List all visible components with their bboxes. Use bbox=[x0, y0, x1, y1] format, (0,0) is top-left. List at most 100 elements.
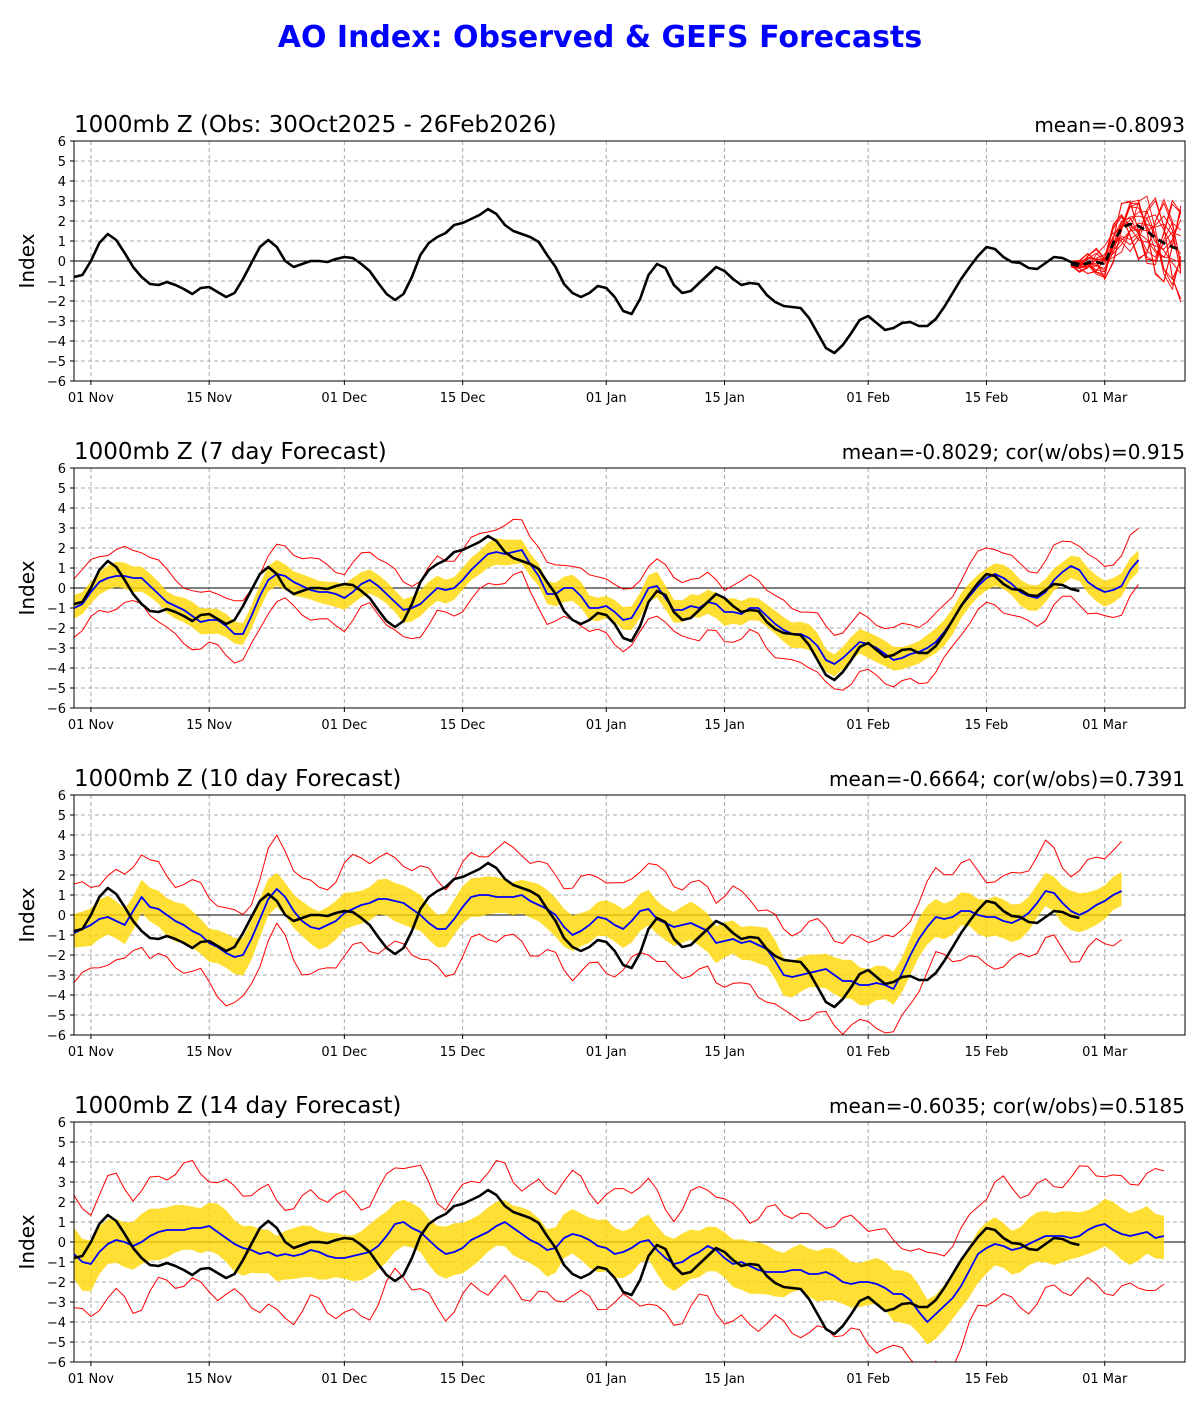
y-tick-label: 1 bbox=[58, 562, 66, 577]
ensemble-member-line bbox=[1070, 206, 1182, 281]
y-tick-label: 0 bbox=[58, 1236, 66, 1251]
x-tick-label: 15 Feb bbox=[965, 1045, 1009, 1060]
y-tick-label: 5 bbox=[58, 809, 66, 824]
y-tick-label: −1 bbox=[47, 1256, 66, 1271]
y-tick-label: −2 bbox=[47, 949, 66, 964]
y-tick-label: −4 bbox=[47, 1316, 66, 1331]
x-tick-label: 01 Mar bbox=[1082, 391, 1128, 406]
y-tick-label: −6 bbox=[47, 702, 66, 717]
x-tick-label: 01 Dec bbox=[321, 1045, 367, 1060]
y-tick-label: −6 bbox=[47, 1356, 66, 1371]
panel-stats: mean=-0.8029; cor(w/obs)=0.915 bbox=[842, 440, 1185, 464]
y-tick-label: 5 bbox=[58, 482, 66, 497]
y-tick-label: −2 bbox=[47, 622, 66, 637]
observed-line bbox=[74, 1188, 1080, 1336]
x-tick-label: 01 Mar bbox=[1082, 1045, 1128, 1060]
panel-14day-forecast: −6 −5 −4 −3 −2 −1 0 1 2 3 4 5 6 01 Nov 15 Nov 01 Dec 15 … bbox=[15, 1093, 1186, 1387]
y-tick-label: −1 bbox=[47, 602, 66, 617]
member-lower-envelope-line bbox=[74, 1267, 1165, 1362]
y-tick-label: −2 bbox=[47, 1276, 66, 1291]
observed-line bbox=[74, 861, 1080, 1009]
y-tick-label: −4 bbox=[47, 335, 66, 350]
x-tick-label: 01 Jan bbox=[586, 718, 627, 733]
y-tick-label: 5 bbox=[58, 1136, 66, 1151]
panel-10day-forecast: −6 −5 −4 −3 −2 −1 0 1 2 3 4 5 6 01 Nov 15 Nov 01 Dec 15 … bbox=[15, 766, 1186, 1060]
x-tick-label: 15 Feb bbox=[965, 391, 1009, 406]
y-tick-label: 4 bbox=[58, 502, 66, 517]
spread-band bbox=[74, 872, 1122, 1006]
observed-line bbox=[74, 207, 1080, 355]
ensemble-member-line bbox=[1070, 211, 1182, 274]
x-tick-label: 15 Dec bbox=[440, 718, 486, 733]
member-upper-envelope-line bbox=[74, 1159, 1165, 1257]
y-tick-label: 0 bbox=[58, 255, 66, 270]
y-axis-label: Index bbox=[15, 233, 39, 288]
y-tick-label: 2 bbox=[58, 215, 66, 230]
observed-line bbox=[74, 534, 1080, 682]
y-tick-label: 1 bbox=[58, 889, 66, 904]
y-tick-label: −2 bbox=[47, 295, 66, 310]
y-tick-label: 1 bbox=[58, 235, 66, 250]
x-tick-label: 01 Dec bbox=[321, 718, 367, 733]
y-tick-label: −6 bbox=[47, 375, 66, 390]
y-tick-label: −4 bbox=[47, 662, 66, 677]
ensemble-member-line bbox=[1070, 210, 1182, 291]
y-tick-label: 4 bbox=[58, 1156, 66, 1171]
x-tick-label: 01 Dec bbox=[321, 391, 367, 406]
ensemble-member-line bbox=[1070, 196, 1182, 300]
x-tick-label: 15 Nov bbox=[186, 718, 232, 733]
y-axis-label: Index bbox=[15, 887, 39, 942]
panel-title: 1000mb Z (10 day Forecast) bbox=[74, 766, 401, 792]
y-tick-label: −3 bbox=[47, 642, 66, 657]
y-tick-label: 6 bbox=[58, 1116, 66, 1131]
x-tick-label: 01 Nov bbox=[68, 1372, 114, 1387]
panel-title: 1000mb Z (7 day Forecast) bbox=[74, 439, 387, 465]
y-tick-label: −5 bbox=[47, 355, 66, 370]
x-tick-label: 15 Dec bbox=[440, 391, 486, 406]
x-tick-label: 15 Feb bbox=[965, 718, 1009, 733]
y-tick-label: −3 bbox=[47, 1296, 66, 1311]
ensemble-mean-line bbox=[74, 888, 1122, 990]
y-tick-label: 0 bbox=[58, 909, 66, 924]
x-tick-label: 01 Feb bbox=[846, 718, 890, 733]
chart-title: AO Index: Observed & GEFS Forecasts bbox=[277, 20, 923, 55]
panel-7day-forecast: −6 −5 −4 −3 −2 −1 0 1 2 3 4 5 6 01 Nov 15 Nov 01 Dec 15 … bbox=[15, 439, 1186, 733]
y-tick-label: −3 bbox=[47, 969, 66, 984]
y-tick-label: −5 bbox=[47, 682, 66, 697]
x-tick-label: 01 Nov bbox=[68, 391, 114, 406]
y-tick-label: −1 bbox=[47, 275, 66, 290]
x-tick-label: 15 Jan bbox=[704, 391, 745, 406]
x-tick-label: 15 Jan bbox=[704, 1372, 745, 1387]
y-tick-label: −6 bbox=[47, 1029, 66, 1044]
y-tick-label: −1 bbox=[47, 929, 66, 944]
x-tick-label: 01 Nov bbox=[68, 1045, 114, 1060]
member-upper-envelope-line bbox=[74, 834, 1122, 944]
x-tick-label: 01 Feb bbox=[846, 1045, 890, 1060]
y-tick-label: −3 bbox=[47, 315, 66, 330]
y-tick-label: 2 bbox=[58, 542, 66, 557]
x-tick-label: 01 Nov bbox=[68, 718, 114, 733]
y-tick-label: 4 bbox=[58, 829, 66, 844]
spread-band bbox=[74, 1198, 1164, 1345]
y-tick-label: 1 bbox=[58, 1216, 66, 1231]
x-tick-label: 01 Dec bbox=[321, 1372, 367, 1387]
y-tick-label: 6 bbox=[58, 135, 66, 150]
x-tick-label: 15 Dec bbox=[440, 1045, 486, 1060]
y-tick-label: 3 bbox=[58, 1176, 66, 1191]
y-tick-label: −5 bbox=[47, 1009, 66, 1024]
x-tick-label: 01 Feb bbox=[846, 1372, 890, 1387]
ensemble-mean-line bbox=[74, 1221, 1165, 1323]
member-lower-envelope-line bbox=[74, 570, 1139, 691]
panel-title: 1000mb Z (Obs: 30Oct2025 - 26Feb2026) bbox=[74, 112, 557, 138]
spread-band bbox=[74, 538, 1139, 677]
y-tick-label: 2 bbox=[58, 1196, 66, 1211]
plot-area bbox=[74, 834, 1122, 1035]
forecast-mean-dashed-line bbox=[1070, 222, 1182, 268]
y-tick-label: 2 bbox=[58, 869, 66, 884]
x-tick-label: 15 Jan bbox=[704, 1045, 745, 1060]
x-tick-label: 15 Nov bbox=[186, 1045, 232, 1060]
panel-stats: mean=-0.6664; cor(w/obs)=0.7391 bbox=[829, 767, 1185, 791]
y-tick-label: 3 bbox=[58, 849, 66, 864]
y-tick-label: 3 bbox=[58, 195, 66, 210]
y-tick-label: 5 bbox=[58, 155, 66, 170]
